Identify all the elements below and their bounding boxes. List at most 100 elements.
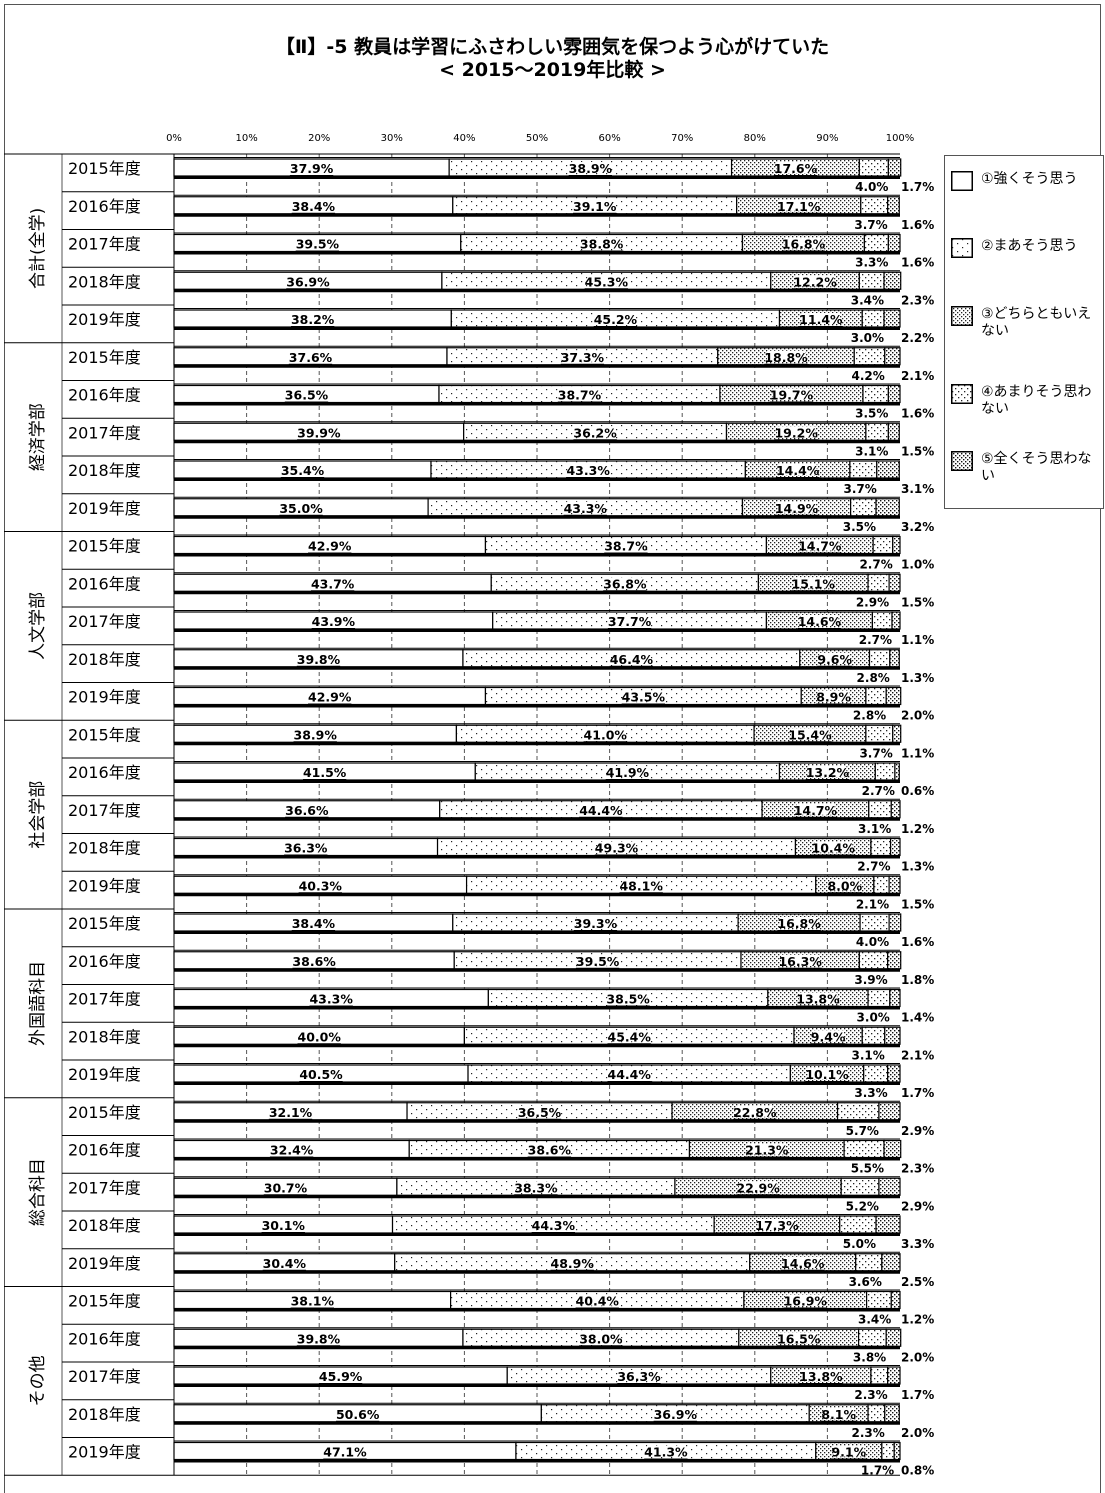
data-label: 32.4% bbox=[270, 1143, 314, 1158]
bar-segment-disagree bbox=[858, 158, 889, 177]
legend-swatch bbox=[951, 238, 973, 258]
data-label: 3.0% bbox=[851, 331, 884, 345]
bar-segment-strong-disagree bbox=[892, 724, 902, 743]
data-label: 9.4% bbox=[811, 1029, 846, 1044]
data-label: 8.1% bbox=[821, 1407, 856, 1422]
data-label-bg bbox=[801, 313, 840, 324]
data-label-bg bbox=[314, 615, 353, 626]
row-label: 2017年度 bbox=[68, 423, 141, 442]
row-label: 2015年度 bbox=[68, 914, 141, 933]
row-label: 2018年度 bbox=[68, 1216, 141, 1235]
row-label: 2019年度 bbox=[68, 1254, 141, 1273]
data-label: 1.7% bbox=[901, 1388, 934, 1402]
data-label: 45.2% bbox=[594, 312, 638, 327]
bar-segment-strong-disagree bbox=[887, 1064, 901, 1083]
data-label-bg bbox=[610, 1030, 649, 1042]
data-label: 3.0% bbox=[857, 1011, 890, 1025]
data-label-bg bbox=[338, 1407, 377, 1419]
bar-segment-disagree bbox=[850, 498, 877, 517]
data-label: 38.6% bbox=[528, 1143, 572, 1158]
bar-segment-disagree bbox=[860, 196, 889, 215]
x-tick-label: 80% bbox=[744, 133, 766, 144]
data-label: 13.8% bbox=[796, 992, 840, 1007]
data-label: 46.4% bbox=[610, 652, 654, 667]
data-label-bg bbox=[325, 1445, 364, 1457]
bar-segment-disagree bbox=[849, 460, 878, 479]
data-label: 49.3% bbox=[595, 841, 639, 856]
data-label: 40.4% bbox=[576, 1294, 620, 1309]
bar-segment-strong-disagree bbox=[878, 1102, 901, 1121]
bar-segment-disagree bbox=[840, 1177, 880, 1196]
data-label-bg bbox=[569, 464, 608, 475]
row-label: 2018年度 bbox=[68, 272, 141, 291]
data-label-bg bbox=[596, 313, 635, 324]
data-label: 1.2% bbox=[901, 822, 934, 836]
data-label-bg bbox=[739, 1181, 778, 1193]
bar-segment-strong-disagree bbox=[888, 875, 901, 894]
bar-segment-disagree bbox=[865, 724, 894, 743]
data-label-bg bbox=[818, 690, 849, 702]
data-label: 14.9% bbox=[775, 501, 819, 516]
data-label-bg bbox=[560, 388, 599, 400]
data-label: 41.5% bbox=[303, 765, 347, 780]
data-label: 43.3% bbox=[309, 992, 353, 1007]
data-label: 38.5% bbox=[606, 992, 650, 1007]
data-label: 1.0% bbox=[901, 558, 934, 572]
bar-segment-disagree bbox=[868, 649, 891, 668]
data-label-bg bbox=[553, 1256, 592, 1268]
data-label-bg bbox=[578, 1294, 617, 1306]
data-label: 1.8% bbox=[901, 973, 934, 987]
data-label: 44.4% bbox=[608, 1067, 652, 1082]
data-label: 35.0% bbox=[279, 501, 323, 516]
data-label-bg bbox=[282, 501, 321, 513]
data-label: 38.2% bbox=[291, 312, 335, 327]
x-tick-label: 10% bbox=[235, 133, 257, 144]
bar-segment-disagree bbox=[870, 837, 892, 857]
bar-segment-strong-disagree bbox=[875, 498, 900, 517]
bar-segment-disagree bbox=[861, 1026, 886, 1045]
data-label: 3.5% bbox=[843, 520, 876, 534]
bar-segment-disagree bbox=[858, 1328, 887, 1347]
bar-segment-disagree bbox=[853, 347, 886, 366]
data-label: 1.5% bbox=[901, 595, 934, 609]
chart-title-block: 【Ⅱ】-5 教員は学習にふさわしい雰囲気を保つよう心がけていた < 2015～2… bbox=[0, 36, 1105, 82]
data-label: 1.5% bbox=[901, 444, 934, 458]
row-label-layer: 合計(全学)2015年度2016年度2017年度2018年度2019年度経済学部… bbox=[28, 159, 141, 1462]
data-label: 21.3% bbox=[745, 1143, 789, 1158]
data-label: 47.1% bbox=[323, 1445, 367, 1460]
data-label-bg bbox=[271, 1105, 310, 1117]
data-label: 32.1% bbox=[269, 1105, 313, 1120]
bar-segment-disagree bbox=[867, 988, 891, 1008]
data-label: 36.6% bbox=[285, 803, 329, 818]
data-label: 2.1% bbox=[856, 897, 889, 911]
data-label: 2.9% bbox=[856, 595, 889, 609]
data-label: 2.0% bbox=[901, 1426, 934, 1440]
bar-segment-disagree bbox=[863, 1064, 889, 1083]
row-label: 2018年度 bbox=[68, 650, 141, 669]
data-label: 16.3% bbox=[778, 954, 822, 969]
data-label: 30.7% bbox=[264, 1180, 308, 1195]
legend-label: ①強くそう思う bbox=[981, 171, 1078, 187]
row-label: 2017年度 bbox=[68, 801, 141, 820]
data-label: 39.9% bbox=[297, 425, 341, 440]
bar-segment-strong-disagree bbox=[889, 988, 901, 1008]
bar-segment-disagree bbox=[868, 800, 892, 819]
data-label: 16.5% bbox=[777, 1331, 821, 1346]
data-label: 36.5% bbox=[518, 1105, 562, 1120]
row-label: 2018年度 bbox=[68, 1405, 141, 1424]
bar-segment-disagree bbox=[871, 611, 893, 630]
bar-segment-strong-disagree bbox=[884, 1404, 900, 1423]
data-label-bg bbox=[563, 350, 602, 362]
row-label: 2017年度 bbox=[68, 990, 141, 1009]
row-label: 2019年度 bbox=[68, 876, 141, 895]
data-label: 1.6% bbox=[901, 256, 934, 270]
bar-segment-disagree bbox=[839, 1215, 877, 1234]
row-label: 2015年度 bbox=[68, 537, 141, 556]
bar-segment-strong-disagree bbox=[876, 460, 900, 479]
data-label-bg bbox=[291, 350, 330, 362]
data-label-bg bbox=[620, 1370, 659, 1381]
data-label-bg bbox=[819, 652, 851, 664]
data-label: 30.4% bbox=[263, 1256, 307, 1271]
bar-segment-strong-disagree bbox=[890, 800, 901, 819]
data-label-bg bbox=[608, 766, 647, 777]
